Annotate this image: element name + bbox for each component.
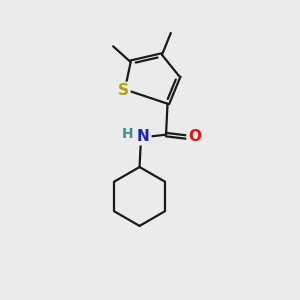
Text: N: N (137, 129, 150, 144)
Text: S: S (118, 83, 129, 98)
Text: O: O (188, 130, 201, 145)
Text: H: H (122, 127, 134, 141)
